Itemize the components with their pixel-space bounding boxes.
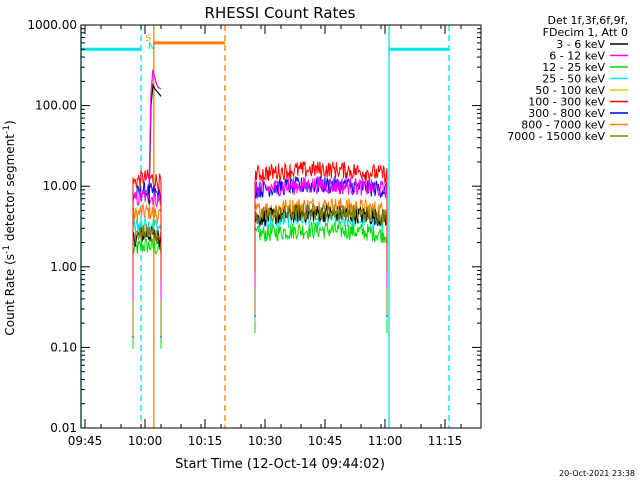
- y-axis-label-tail: detector segment: [3, 134, 17, 245]
- y-tick-label: 1.00: [50, 260, 77, 274]
- timestamp: 20-Oct-2021 23:38: [559, 469, 635, 478]
- x-tick-label: 11:00: [368, 434, 403, 448]
- chart-title: RHESSI Count Rates: [205, 4, 356, 22]
- series-trace: [254, 176, 388, 289]
- legend-entry-label: 25 - 50 keV: [542, 73, 605, 86]
- legend-entry-label: 100 - 300 keV: [528, 96, 605, 109]
- y-tick-label: 1000.00: [27, 18, 77, 32]
- series-trace: [254, 161, 388, 273]
- y-axis-label-close: ): [3, 120, 17, 125]
- legend-entry-label: 12 - 25 keV: [542, 61, 605, 74]
- legend: Det 1f,3f,6f,9f,FDecim 1, Att 03 - 6 keV…: [507, 14, 628, 143]
- series-trace: [132, 203, 162, 315]
- series-trace: [132, 189, 162, 300]
- y-axis-label: Count Rate (s-1 detector segment-1): [2, 120, 17, 335]
- y-tick-label: 100.00: [35, 99, 77, 113]
- legend-header: Det 1f,3f,6f,9f,: [547, 14, 628, 27]
- y-tick-label: 10.00: [43, 179, 77, 193]
- x-tick-label: 10:45: [308, 434, 343, 448]
- series-trace: [132, 169, 162, 282]
- series-trace: [132, 224, 162, 337]
- x-tick-label: 10:15: [188, 434, 223, 448]
- x-tick-label: 10:30: [248, 434, 283, 448]
- y-axis-label-sup2: -1: [2, 125, 12, 134]
- legend-entry-label: 50 - 100 keV: [535, 84, 605, 97]
- data-layer: [132, 69, 388, 349]
- x-tick-label: 10:00: [128, 434, 163, 448]
- series-trace: [132, 181, 162, 295]
- legend-entry-label: 3 - 6 keV: [556, 38, 605, 51]
- legend-entry-label: 800 - 7000 keV: [521, 119, 605, 132]
- annotation-label: N: [148, 42, 155, 52]
- y-axis-label-main: Count Rate (s: [3, 254, 17, 336]
- series-trace: [254, 202, 388, 315]
- y-axis-label-sup: -1: [2, 245, 12, 254]
- legend-entry-label: 6 - 12 keV: [549, 50, 605, 63]
- y-tick-label: 0.01: [50, 421, 77, 435]
- x-tick-label: 11:15: [428, 434, 463, 448]
- legend-entry-label: 7000 - 15000 keV: [507, 130, 605, 143]
- flare-peak-trace: [148, 69, 162, 187]
- legend-header: FDecim 1, Att 0: [543, 26, 628, 39]
- series-trace: [254, 221, 388, 334]
- x-tick-label: 09:45: [68, 434, 103, 448]
- annotation-label: S: [145, 34, 151, 44]
- legend-entry-label: 300 - 800 keV: [528, 107, 605, 120]
- series-trace: [132, 237, 162, 349]
- x-axis-label: Start Time (12-Oct-14 09:44:02): [175, 457, 385, 472]
- y-tick-label: 0.10: [50, 340, 77, 354]
